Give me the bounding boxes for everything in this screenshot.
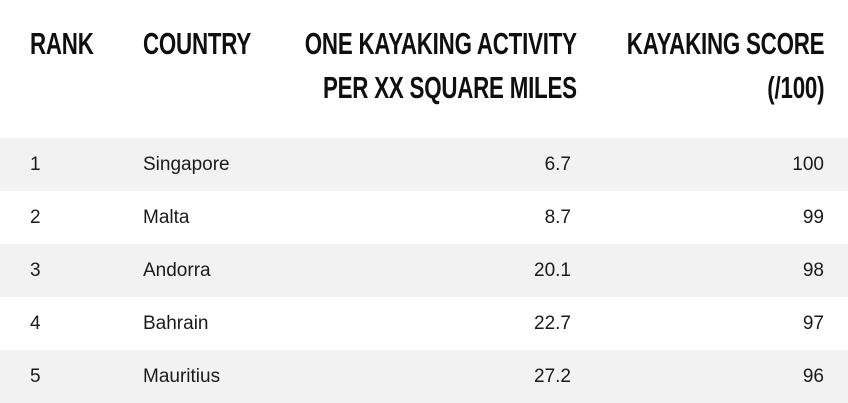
rank-cell: 5 bbox=[30, 366, 41, 387]
table-row: 4 Bahrain 22.7 97 bbox=[0, 297, 848, 350]
header-country-label: COUNTRY bbox=[143, 26, 252, 61]
header-country: COUNTRY bbox=[143, 22, 251, 66]
rank-cell: 3 bbox=[30, 260, 41, 281]
activity-cell: 6.7 bbox=[544, 154, 571, 175]
header-activity-line1: ONE KAYAKING ACTIVITY bbox=[304, 26, 577, 61]
country-cell: Malta bbox=[143, 207, 190, 228]
table-row: 1 Singapore 6.7 100 bbox=[0, 138, 848, 191]
activity-cell: 8.7 bbox=[544, 207, 571, 228]
country-cell: Mauritius bbox=[143, 366, 221, 387]
activity-cell: 22.7 bbox=[534, 313, 571, 334]
country-cell: Andorra bbox=[143, 260, 211, 281]
header-score-line1: KAYAKING SCORE bbox=[626, 26, 824, 61]
activity-cell: 20.1 bbox=[534, 260, 571, 281]
activity-cell: 27.2 bbox=[534, 366, 571, 387]
score-cell: 98 bbox=[802, 260, 824, 281]
header-score: KAYAKING SCORE (/100) bbox=[626, 22, 824, 110]
rank-cell: 2 bbox=[30, 207, 41, 228]
rank-cell: 1 bbox=[30, 154, 41, 175]
score-cell: 100 bbox=[792, 154, 824, 175]
table-header: RANK COUNTRY ONE KAYAKING ACTIVITY PER X… bbox=[0, 0, 848, 138]
header-rank-label: RANK bbox=[30, 26, 94, 61]
header-score-line2: (/100) bbox=[766, 70, 824, 105]
header-activity: ONE KAYAKING ACTIVITY PER XX SQUARE MILE… bbox=[305, 22, 577, 110]
header-activity-line2: PER XX SQUARE MILES bbox=[323, 70, 577, 105]
country-cell: Bahrain bbox=[143, 313, 209, 334]
country-cell: Singapore bbox=[143, 154, 230, 175]
table-row: 5 Mauritius 27.2 96 bbox=[0, 350, 848, 403]
header-rank: RANK bbox=[30, 22, 94, 66]
rank-cell: 4 bbox=[30, 313, 41, 334]
score-cell: 96 bbox=[802, 366, 824, 387]
table-row: 2 Malta 8.7 99 bbox=[0, 191, 848, 244]
score-cell: 97 bbox=[802, 313, 824, 334]
score-cell: 99 bbox=[802, 207, 824, 228]
table-row: 3 Andorra 20.1 98 bbox=[0, 244, 848, 297]
